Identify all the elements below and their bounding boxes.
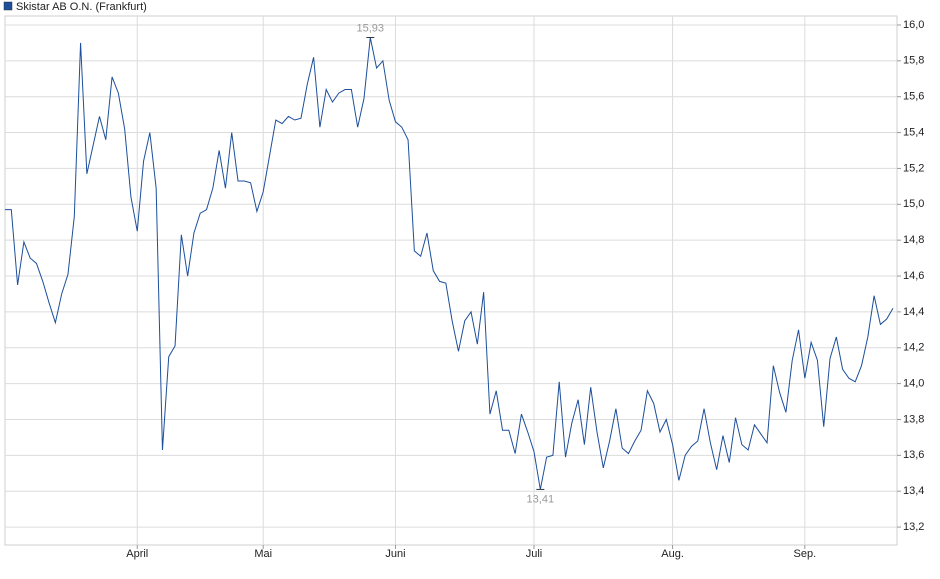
y-tick-label: 16,0 <box>903 19 924 31</box>
y-tick-label: 15,8 <box>903 55 924 67</box>
value-label: 15,93 <box>357 22 385 34</box>
y-tick-label: 15,2 <box>903 162 924 174</box>
y-tick-label: 13,2 <box>903 521 924 533</box>
x-tick-label: Aug. <box>661 548 684 560</box>
y-tick-label: 13,6 <box>903 449 924 461</box>
legend-swatch <box>3 1 13 11</box>
x-tick-label: Juli <box>526 548 543 560</box>
y-tick-label: 13,8 <box>903 413 924 425</box>
y-tick-label: 15,6 <box>903 91 924 103</box>
y-tick-label: 14,2 <box>903 342 924 354</box>
legend-label: Skistar AB O.N. (Frankfurt) <box>16 1 147 13</box>
y-tick-label: 14,6 <box>903 270 924 282</box>
value-label: 13,41 <box>527 493 555 505</box>
y-tick-label: 15,4 <box>903 126 924 138</box>
y-tick-label: 13,4 <box>903 485 924 497</box>
y-tick-label: 14,0 <box>903 378 924 390</box>
y-tick-label: 14,8 <box>903 234 924 246</box>
x-tick-label: Juni <box>385 548 405 560</box>
price-line <box>5 37 894 490</box>
x-tick-label: Sep. <box>794 548 817 560</box>
plot-frame <box>4 15 898 546</box>
x-tick-label: Mai <box>254 548 272 560</box>
legend: Skistar AB O.N. (Frankfurt) <box>3 1 147 13</box>
x-tick-label: April <box>126 548 148 560</box>
y-tick-label: 15,0 <box>903 198 924 210</box>
y-tick-label: 14,4 <box>903 306 924 318</box>
